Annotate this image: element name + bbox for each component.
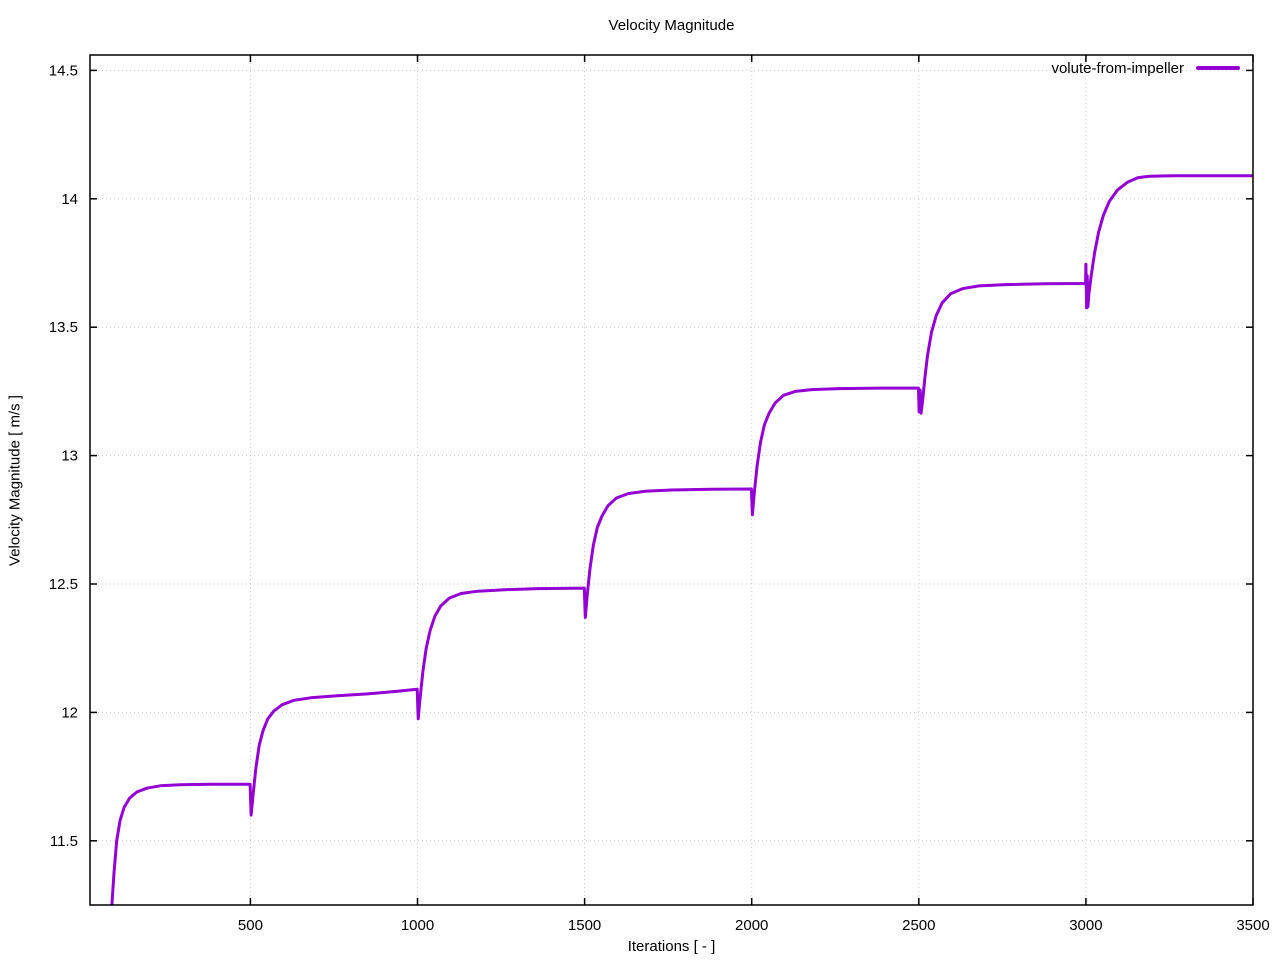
x-tick-label: 2500 xyxy=(902,917,935,934)
legend-label: volute-from-impeller xyxy=(1051,59,1184,77)
y-tick-label: 13.5 xyxy=(49,319,78,336)
x-axis-label: Iterations [ - ] xyxy=(627,938,716,955)
x-tick-label: 1000 xyxy=(401,917,434,934)
plot-border xyxy=(89,54,1254,906)
y-tick-label: 14 xyxy=(61,191,78,208)
x-tick-label: 3500 xyxy=(1236,917,1269,934)
legend-line-sample-icon xyxy=(1196,66,1240,70)
y-tick-label: 12 xyxy=(61,704,78,721)
y-tick-label: 12.5 xyxy=(49,576,78,593)
x-tick-label: 500 xyxy=(238,917,263,934)
x-tick-label: 1500 xyxy=(568,917,601,934)
y-tick-label: 14.5 xyxy=(49,62,78,79)
y-tick-label: 11.5 xyxy=(50,833,78,850)
chart-title: Velocity Magnitude xyxy=(608,17,735,34)
y-tick-label: 13 xyxy=(61,448,78,465)
legend: volute-from-impeller xyxy=(990,59,1240,77)
x-tick-label: 3000 xyxy=(1069,917,1102,934)
x-tick-label: 2000 xyxy=(735,917,768,934)
series-line-volute-from-impeller xyxy=(110,174,1253,905)
